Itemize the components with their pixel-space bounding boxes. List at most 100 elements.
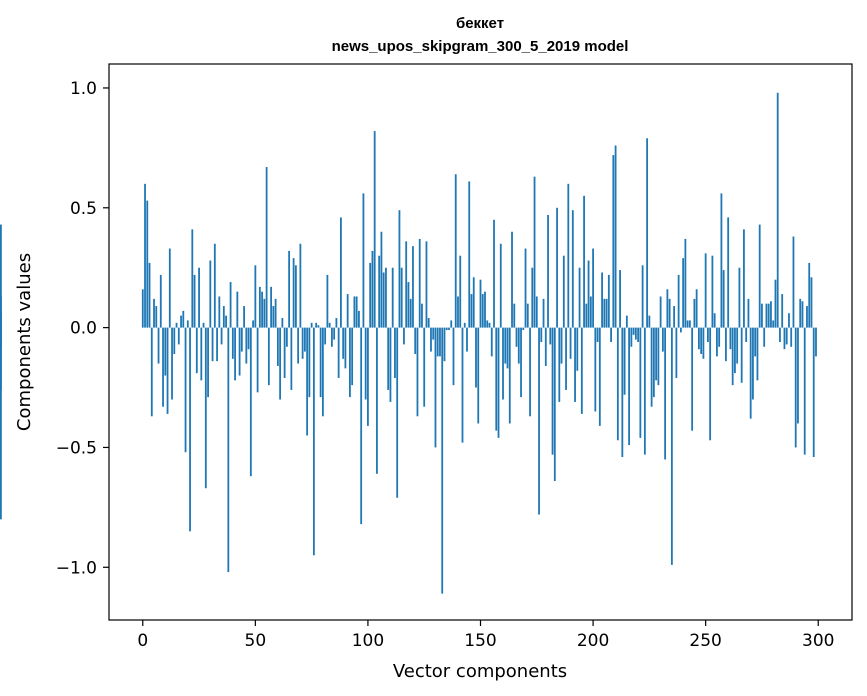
- bar-component-65: [288, 250, 291, 328]
- bar-component-111: [391, 267, 394, 328]
- bar-component-88: [340, 217, 342, 328]
- bar-component-283: [779, 327, 781, 342]
- bar-component-228: [655, 327, 658, 381]
- bar-component-130: [434, 327, 437, 448]
- bar-component-33: [216, 327, 218, 362]
- bar-component-211: [616, 327, 619, 441]
- bar-component-61: [279, 327, 282, 400]
- bar-component-102: [371, 250, 374, 328]
- bar-component-71: [301, 327, 304, 359]
- bar-component-13: [171, 327, 173, 400]
- bar-component-undefined: [0, 327, 2, 390]
- bar-component-89: [342, 327, 345, 359]
- bar-component-87: [337, 327, 340, 378]
- bar-component-6: [155, 306, 158, 328]
- bar-component-126: [425, 241, 428, 328]
- bar-component-28: [204, 327, 207, 489]
- bar-component-180: [547, 214, 549, 328]
- bar-component-186: [560, 327, 563, 364]
- bar-component-51: [256, 327, 259, 393]
- bar-component-10: [164, 327, 167, 376]
- bar-component-230: [659, 296, 662, 328]
- bar-component-134: [443, 327, 446, 362]
- bar-component-9: [162, 327, 164, 407]
- bar-component-151: [481, 294, 484, 328]
- bar-component-86: [335, 318, 338, 328]
- bar-component-243: [688, 320, 691, 328]
- bar-component-128: [430, 327, 432, 352]
- bar-component-35: [220, 327, 223, 345]
- bar-component-226: [650, 327, 653, 407]
- bar-component-37: [225, 315, 227, 328]
- bar-component-124: [421, 303, 423, 328]
- bar-component-206: [605, 298, 608, 328]
- bar-component-220: [637, 327, 640, 342]
- bar-component-229: [657, 327, 660, 386]
- bar-component-174: [533, 176, 536, 328]
- bar-component-127: [427, 318, 430, 328]
- bar-component-260: [727, 217, 730, 328]
- bar-component-258: [722, 270, 725, 328]
- bar-component-214: [623, 327, 626, 395]
- bar-component-197: [585, 303, 588, 328]
- bar-component-285: [783, 327, 786, 350]
- bar-component-138: [452, 327, 455, 386]
- bar-component-277: [765, 303, 768, 328]
- bar-component-108: [385, 267, 387, 328]
- bar-component-282: [776, 92, 779, 328]
- bar-component-224: [646, 138, 649, 328]
- bar-component-149: [477, 327, 480, 424]
- bar-component-144: [466, 327, 468, 352]
- bar-component-198: [587, 260, 590, 328]
- bar-component-52: [258, 286, 261, 328]
- bar-component-150: [479, 279, 482, 328]
- bar-component-81: [324, 327, 327, 345]
- bar-component-266: [740, 327, 743, 383]
- bar-component-279: [770, 301, 772, 328]
- bar-component-57: [270, 286, 273, 328]
- x-tick-label: 250: [689, 631, 721, 651]
- bar-component-93: [351, 327, 354, 386]
- bar-component-26: [200, 327, 203, 381]
- bar-component-116: [403, 327, 405, 345]
- bar-component-189: [567, 183, 570, 328]
- chart-subtitle: news_upos_skipgram_300_5_2019 model: [332, 38, 629, 55]
- bar-component-147: [472, 277, 475, 328]
- bar-component-165: [513, 303, 516, 328]
- bar-component-264: [736, 327, 739, 364]
- bar-component-74: [308, 327, 311, 398]
- bar-component-182: [551, 327, 554, 455]
- x-tick-label: 150: [464, 631, 496, 651]
- bar-component-287: [788, 313, 790, 328]
- bar-component-231: [661, 327, 664, 352]
- bar-component-284: [781, 294, 784, 328]
- bar-component-251: [707, 327, 709, 342]
- bar-component-23: [193, 274, 196, 328]
- bar-component-72: [303, 327, 306, 352]
- bar-component-79: [319, 327, 322, 398]
- bar-component-204: [601, 272, 603, 328]
- y-tick-label: 1.0: [70, 79, 97, 99]
- bar-component-181: [549, 327, 552, 345]
- bar-component-46: [245, 327, 248, 364]
- bar-component-195: [580, 327, 583, 414]
- bar-component-135: [445, 327, 448, 331]
- bar-component-99: [364, 327, 367, 400]
- bar-component-196: [583, 195, 585, 328]
- bar-component-104: [376, 327, 378, 474]
- y-tick-label: 0.0: [70, 319, 97, 339]
- bar-component-146: [470, 294, 473, 328]
- bar-component-41: [234, 327, 236, 381]
- bar-component-120: [412, 246, 414, 328]
- bar-component-227: [652, 327, 655, 398]
- bar-component-154: [488, 322, 491, 328]
- x-tick-label: 100: [352, 631, 384, 651]
- bar-component-117: [405, 241, 408, 328]
- bar-component-60: [276, 327, 279, 366]
- bar-component-64: [285, 327, 288, 347]
- bar-component-21: [189, 327, 191, 532]
- bar-component-199: [589, 296, 592, 328]
- bar-component-193: [576, 327, 579, 371]
- bar-component-141: [459, 255, 462, 328]
